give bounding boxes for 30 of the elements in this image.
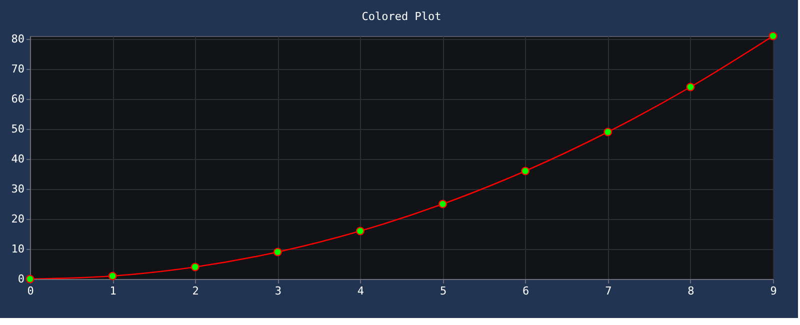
y-tick-label: 40 <box>11 152 24 166</box>
x-tick-label: 5 <box>440 284 447 298</box>
y-tick-label: 20 <box>11 212 24 226</box>
x-tick-label: 9 <box>770 284 777 298</box>
x-tick-label: 8 <box>688 284 694 298</box>
point <box>438 200 448 208</box>
x-tick-label: 3 <box>274 284 282 298</box>
point <box>521 166 530 176</box>
point <box>190 262 200 272</box>
point <box>768 32 778 40</box>
x-tick-label: 6 <box>522 284 530 298</box>
x-tick-label: 2 <box>192 284 199 298</box>
x-tick-label: 0 <box>27 284 34 298</box>
point <box>356 226 365 236</box>
y-tick-label: 10 <box>11 242 24 256</box>
x-tick-label: 7 <box>605 284 612 298</box>
x-tick-label: 4 <box>357 284 364 298</box>
y-tick-label: 30 <box>11 182 24 196</box>
y-tick-label: 70 <box>11 62 24 76</box>
point <box>108 272 117 280</box>
chart-title: Colored Plot <box>362 10 442 23</box>
point <box>26 274 34 284</box>
y-tick-label: 60 <box>11 92 24 106</box>
y-tick-label: 80 <box>11 32 24 46</box>
point <box>686 82 695 92</box>
x-tick-label: 1 <box>110 284 116 298</box>
y-tick-label: 50 <box>11 122 24 136</box>
y-tick-label: 0 <box>18 272 24 286</box>
point <box>604 128 612 136</box>
point <box>273 248 282 256</box>
